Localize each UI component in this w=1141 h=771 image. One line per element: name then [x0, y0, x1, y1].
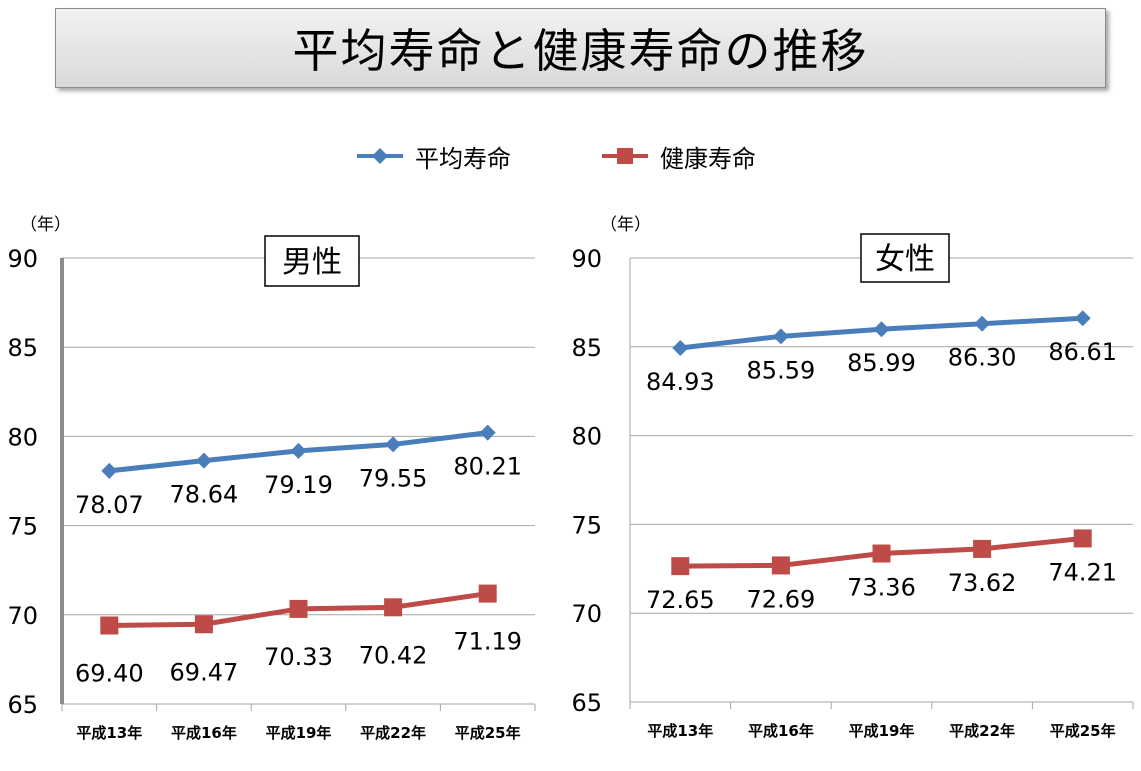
data-point-healthy: [384, 598, 403, 617]
y-tick-label: 90: [7, 245, 38, 273]
data-label-average: 79.55: [359, 464, 428, 492]
y-tick-label: 65: [7, 691, 38, 719]
data-point-healthy: [671, 557, 690, 576]
data-point-healthy: [771, 556, 790, 575]
data-label-average: 84.93: [646, 368, 715, 396]
data-point-average: [195, 452, 212, 469]
y-tick-label: 80: [7, 423, 38, 451]
data-point-healthy: [1073, 529, 1092, 548]
data-label-average: 79.19: [264, 471, 333, 499]
data-label-average: 86.30: [948, 344, 1017, 372]
y-tick-label: 85: [7, 334, 38, 362]
x-tick-label: 平成19年: [849, 722, 915, 740]
x-tick-label: 平成13年: [647, 722, 713, 740]
data-label-healthy: 70.42: [359, 641, 428, 669]
data-label-healthy: 71.19: [453, 628, 522, 656]
data-label-average: 80.21: [453, 453, 522, 481]
data-label-healthy: 70.33: [264, 643, 333, 671]
data-point-healthy: [194, 615, 213, 634]
square-marker-icon: [602, 148, 648, 164]
data-label-healthy: 69.47: [170, 658, 239, 686]
x-tick-label: 平成25年: [455, 724, 521, 742]
data-label-average: 78.07: [75, 491, 144, 519]
data-point-average: [479, 424, 496, 441]
y-tick-label: 70: [7, 602, 38, 630]
data-point-average: [672, 340, 689, 357]
data-label-healthy: 69.40: [75, 660, 144, 688]
x-tick-label: 平成16年: [748, 722, 814, 740]
data-point-healthy: [973, 539, 992, 558]
data-label-average: 86.61: [1048, 338, 1117, 366]
legend-item-average: 平均寿命: [355, 136, 511, 176]
data-label-healthy: 73.62: [948, 569, 1017, 597]
y-tick-label: 70: [571, 600, 602, 628]
data-point-average: [290, 442, 307, 459]
x-tick-label: 平成16年: [171, 724, 237, 742]
legend-item-healthy: 健康寿命: [600, 136, 756, 176]
x-tick-label: 平成13年: [76, 724, 142, 742]
y-tick-label: 85: [571, 334, 602, 362]
y-unit-label: （年）: [600, 215, 651, 235]
x-tick-label: 平成25年: [1050, 722, 1116, 740]
data-label-average: 78.64: [170, 481, 239, 509]
data-point-average: [974, 315, 991, 332]
y-tick-label: 90: [571, 245, 602, 273]
y-tick-label: 80: [571, 423, 602, 451]
y-tick-label: 75: [7, 513, 38, 541]
data-label-average: 85.99: [847, 349, 916, 377]
panel-title-box: [264, 235, 360, 287]
panel-title: 男性: [282, 245, 342, 280]
data-label-healthy: 72.65: [646, 586, 715, 614]
data-point-healthy: [289, 599, 308, 618]
data-point-average: [873, 321, 890, 338]
x-tick-label: 平成22年: [949, 722, 1015, 740]
y-tick-label: 75: [571, 511, 602, 539]
data-label-healthy: 73.36: [847, 574, 916, 602]
legend-label-healthy: 健康寿命: [660, 144, 756, 173]
x-tick-label: 平成22年: [360, 724, 426, 742]
y-unit-label: （年）: [20, 215, 71, 235]
data-point-average: [101, 462, 118, 479]
legend-label-average: 平均寿命: [415, 144, 511, 173]
data-point-average: [1074, 310, 1091, 327]
y-tick-label: 65: [571, 689, 602, 717]
data-point-average: [385, 436, 402, 453]
data-point-healthy: [872, 544, 891, 563]
panel-title: 女性: [875, 242, 935, 277]
diamond-marker-icon: [357, 148, 403, 164]
data-point-healthy: [478, 584, 497, 603]
data-label-healthy: 74.21: [1048, 558, 1117, 586]
data-label-healthy: 72.69: [747, 585, 816, 613]
chart-legend: 平均寿命 健康寿命: [355, 136, 815, 176]
data-point-healthy: [100, 616, 119, 635]
data-label-average: 85.59: [747, 356, 816, 384]
panel-title-box: [860, 233, 950, 283]
data-point-average: [772, 328, 789, 345]
page-title: 平均寿命と健康寿命の推移: [55, 8, 1106, 88]
x-tick-label: 平成19年: [266, 724, 332, 742]
